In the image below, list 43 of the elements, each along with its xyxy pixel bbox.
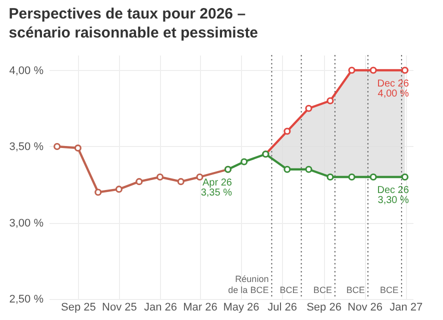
point: [54, 142, 61, 150]
point: [326, 173, 334, 181]
ref-line-label: BCE: [313, 285, 332, 295]
x-tick-label: May 26: [223, 302, 260, 314]
y-tick-label: 3,00 %: [9, 217, 44, 230]
point: [401, 173, 408, 181]
point: [348, 173, 356, 181]
x-tick-label: Sep 25: [60, 302, 96, 314]
annotation: Dec 26 3,30 %: [377, 185, 410, 206]
x-tick-label: Nov 25: [102, 302, 137, 314]
annotation: Apr 26 3,35 %: [200, 177, 232, 198]
point: [401, 66, 408, 74]
chart-title: Perspectives de taux pour 2026 – scénario raisonnable et pessimiste: [8, 6, 258, 42]
point: [348, 66, 356, 74]
point: [370, 173, 377, 181]
annotation: Dec 26 4,00 %: [377, 78, 410, 100]
x-tick-label: Jan 27: [390, 302, 423, 314]
point: [305, 104, 312, 112]
point: [74, 144, 82, 152]
x-tick-label: Jul 26: [268, 302, 297, 314]
x-tick-label: Sep 26: [306, 302, 342, 314]
x-tick-label: Jan 26: [144, 302, 178, 314]
x-tick-label: Mar 26: [183, 302, 218, 314]
point: [94, 188, 102, 196]
ref-line-label: Réunion de la BCE: [228, 274, 269, 295]
y-tick-label: 2,50 %: [9, 294, 44, 306]
point: [284, 128, 291, 135]
point: [326, 97, 334, 104]
point: [284, 166, 291, 173]
point: [177, 178, 184, 186]
point: [156, 173, 164, 181]
point: [240, 158, 248, 166]
ref-line-label: BCE: [346, 285, 365, 295]
point: [370, 66, 377, 74]
point: [196, 173, 204, 181]
point: [305, 166, 312, 173]
point: [136, 178, 143, 186]
ref-line-label: BCE: [380, 285, 399, 295]
y-tick-label: 4,00 %: [9, 64, 44, 77]
ref-line-label: BCE: [280, 285, 298, 295]
y-tick-label: 3,50 %: [9, 141, 44, 153]
point: [115, 186, 123, 193]
x-tick-label: Nov 26: [348, 302, 382, 314]
